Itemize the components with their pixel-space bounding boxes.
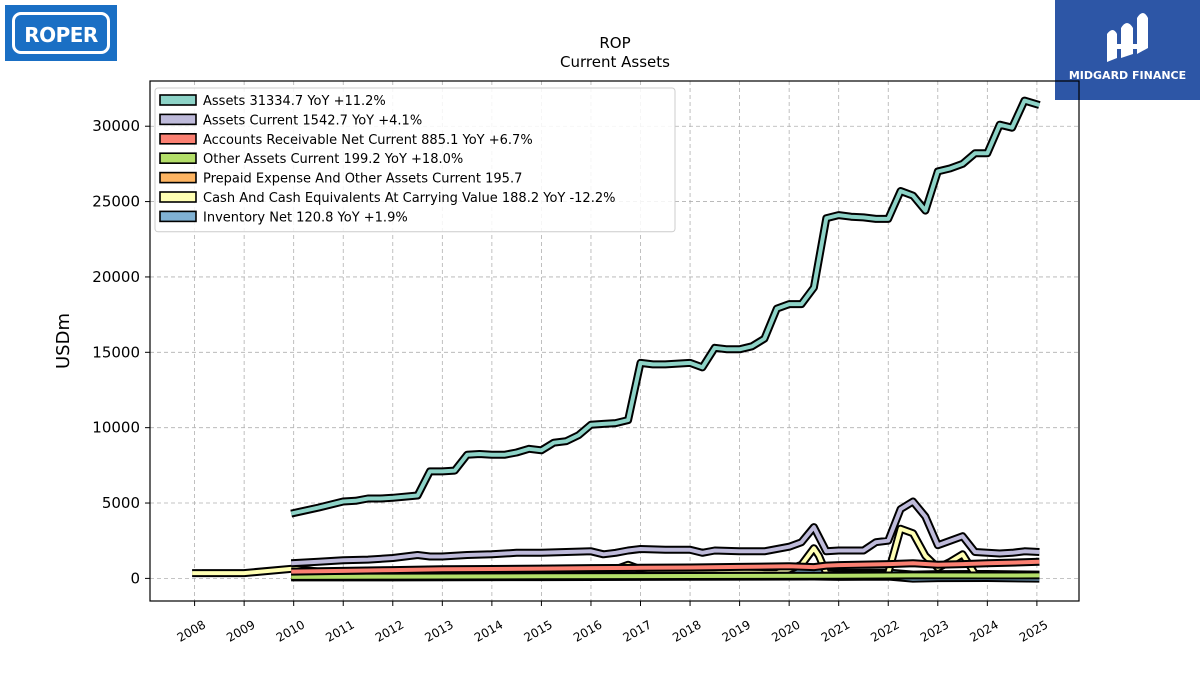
legend-label: Prepaid Expense And Other Assets Current…	[203, 172, 522, 187]
legend-label: Assets 31334.7 YoY +11.2%	[203, 94, 386, 109]
series-group	[192, 96, 1041, 583]
plot-frame	[149, 80, 1080, 602]
x-tick-label: 2011	[323, 617, 356, 644]
y-tick-label: 30000	[92, 117, 140, 135]
x-tick-label: 2018	[670, 617, 703, 644]
series-other-assets-current	[291, 571, 1040, 581]
x-tick-label: 2015	[521, 617, 554, 644]
x-tick-label: 2016	[571, 617, 604, 644]
series-line	[291, 499, 1040, 566]
legend-entry: Assets 31334.7 YoY +11.2%	[159, 94, 386, 109]
x-tick-label: 2025	[1017, 617, 1050, 644]
x-tick-label: 2008	[175, 617, 208, 644]
series-assets	[290, 96, 1041, 518]
legend-label: Inventory Net 120.8 YoY +1.9%	[203, 210, 408, 225]
x-tick-label: 2013	[422, 617, 455, 644]
x-tick-label: 2014	[472, 617, 505, 644]
x-tick-label: 2019	[720, 617, 753, 644]
legend-swatch	[159, 171, 197, 184]
y-tick-label: 25000	[92, 193, 140, 211]
roper-logo: ROPER	[5, 5, 117, 61]
legend-label: Accounts Receivable Net Current 885.1 Yo…	[203, 133, 533, 148]
series-assets-current	[290, 497, 1040, 568]
legend-entry: Cash And Cash Equivalents At Carrying Va…	[159, 191, 615, 206]
legend-swatch	[159, 133, 197, 145]
midgard-emblem-icon	[1107, 13, 1148, 62]
y-axis-label: USDm	[53, 313, 74, 369]
y-tick-label: 15000	[92, 343, 140, 361]
x-tick-label: 2021	[819, 617, 852, 644]
x-tick-label: 2024	[967, 617, 1000, 644]
legend-label: Cash And Cash Equivalents At Carrying Va…	[203, 191, 615, 206]
x-tick-label: 2010	[274, 617, 307, 644]
chart-subtitle: Current Assets	[560, 53, 670, 71]
roper-logo-text: ROPER	[24, 23, 98, 47]
chart-title: ROP	[599, 34, 630, 52]
y-tick-label: 20000	[92, 268, 140, 286]
y-tick-label: 10000	[92, 419, 140, 437]
x-tick-label: 2023	[918, 617, 951, 644]
legend-swatch	[159, 113, 197, 126]
y-tick-label: 0	[130, 569, 140, 587]
legend-label: Other Assets Current 199.2 YoY +18.0%	[203, 152, 463, 167]
midgard-logo-text: MIDGARD FINANCE	[1068, 69, 1187, 82]
y-tick-label: 5000	[102, 494, 140, 512]
legend-swatch	[159, 191, 197, 203]
series-accounts-receivable-net-current	[291, 557, 1040, 576]
legend-box	[154, 87, 676, 233]
midgard-finance-logo: MIDGARD FINANCE	[1055, 0, 1200, 100]
series-line	[290, 98, 1040, 516]
legend-swatch	[159, 152, 197, 164]
legend-entry: Prepaid Expense And Other Assets Current…	[159, 171, 522, 187]
legend-swatch	[159, 94, 197, 106]
x-tick-label: 2022	[868, 617, 901, 644]
legend-label: Assets Current 1542.7 YoY +4.1%	[203, 113, 422, 128]
series-line	[291, 559, 1040, 574]
legend-entry: Assets Current 1542.7 YoY +4.1%	[159, 113, 422, 128]
legend-entry: Other Assets Current 199.2 YoY +18.0%	[159, 152, 463, 167]
x-tick-label: 2009	[224, 617, 257, 644]
x-tick-label: 2020	[769, 617, 802, 644]
legend-entry: Accounts Receivable Net Current 885.1 Yo…	[159, 133, 533, 148]
legend-entry: Inventory Net 120.8 YoY +1.9%	[159, 210, 408, 225]
legend-swatch	[159, 210, 197, 223]
series-line	[291, 573, 1040, 579]
x-tick-label: 2017	[621, 617, 654, 644]
roper-logo-border: ROPER	[12, 12, 110, 54]
legend: Assets 31334.7 YoY +11.2% Assets Current …	[154, 87, 676, 233]
x-tick-label: 2012	[373, 617, 406, 644]
